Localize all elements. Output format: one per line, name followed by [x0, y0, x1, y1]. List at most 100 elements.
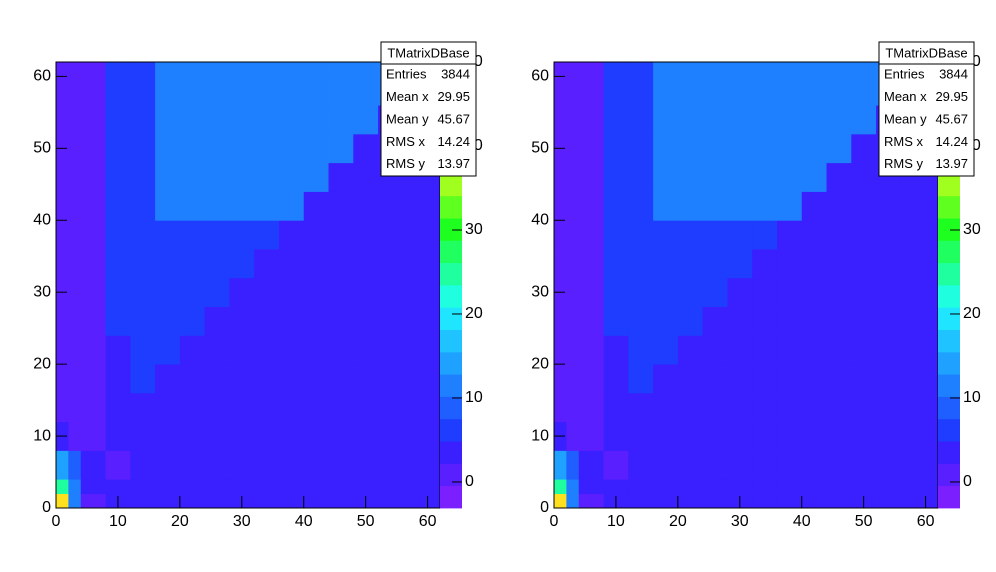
heat-cell	[727, 62, 753, 77]
color-band	[440, 307, 462, 330]
heat-cell	[578, 335, 604, 365]
heat-cell	[925, 392, 939, 423]
heat-cell	[254, 105, 280, 135]
heat-cell	[179, 306, 206, 336]
heat-cell	[278, 335, 305, 365]
heat-cell	[155, 421, 181, 451]
heat-cell	[677, 249, 704, 279]
heat-cell	[826, 421, 852, 451]
heat-cell	[328, 493, 354, 509]
heat-cell	[378, 493, 404, 509]
stats-value: 14.24	[437, 134, 470, 149]
stats-label: Mean y	[884, 111, 927, 126]
heat-cell	[702, 450, 728, 480]
stats-value: 14.24	[935, 134, 968, 149]
heat-cell	[179, 162, 206, 192]
heat-cell	[328, 335, 354, 365]
heat-cell	[727, 421, 753, 451]
heat-cell	[229, 421, 255, 451]
heat-cell	[578, 450, 604, 480]
heat-cell	[851, 133, 877, 164]
heat-cell	[554, 105, 567, 135]
heat-cell	[801, 162, 827, 192]
heat-cell	[801, 76, 827, 106]
heat-cell	[204, 249, 230, 279]
heat-cell	[628, 493, 654, 509]
heat-cell	[628, 191, 654, 221]
y-tick-label: 60	[531, 68, 549, 85]
heat-cell	[603, 306, 629, 336]
heat-cell	[677, 364, 704, 394]
heat-cell	[303, 450, 329, 480]
heat-cell	[353, 450, 379, 480]
heat-cell	[628, 479, 654, 495]
color-band	[938, 240, 960, 264]
heat-cell	[578, 191, 604, 221]
heat-cell	[303, 162, 329, 192]
heat-cell	[303, 335, 329, 365]
y-tick-label: 30	[531, 283, 549, 300]
stats-label: RMS y	[386, 156, 426, 171]
heat-cell	[653, 220, 679, 250]
stats-label: RMS y	[884, 156, 924, 171]
heat-cell	[876, 191, 902, 221]
heat-cell	[179, 450, 206, 480]
heat-cell	[752, 364, 778, 394]
heat-cell	[278, 392, 305, 423]
x-tick-label: 50	[855, 513, 873, 530]
heat-cell	[204, 364, 230, 394]
heat-cell	[303, 364, 329, 394]
heat-cell	[80, 479, 106, 495]
color-band	[440, 240, 462, 264]
heat-cell	[566, 76, 580, 106]
heat-cell	[179, 191, 206, 221]
heat-cell	[925, 191, 939, 221]
heat-cell	[628, 364, 654, 394]
heat-cell	[328, 421, 354, 451]
heat-cell	[254, 392, 280, 423]
heat-cell	[727, 479, 753, 495]
heat-cell	[130, 62, 156, 77]
heat-cell	[727, 162, 753, 192]
heat-cell	[105, 392, 131, 423]
heat-cell	[900, 277, 927, 307]
heat-cell	[653, 133, 679, 164]
heat-cell	[155, 76, 181, 106]
heat-cell	[752, 493, 778, 509]
heat-cell	[303, 133, 329, 164]
heat-cell	[56, 479, 69, 495]
heat-cell	[427, 421, 441, 451]
heat-cell	[653, 277, 679, 307]
heat-cell	[229, 335, 255, 365]
heat-cell	[578, 306, 604, 336]
heat-cell	[155, 493, 181, 509]
heat-cell	[776, 493, 803, 509]
heat-cell	[554, 335, 567, 365]
heat-cell	[68, 277, 82, 307]
heat-cell	[353, 76, 379, 106]
heat-cell	[801, 249, 827, 279]
heat-cell	[80, 493, 106, 509]
heat-cell	[105, 105, 131, 135]
heat-cell	[402, 421, 429, 451]
heat-cell	[801, 191, 827, 221]
heat-cell	[876, 335, 902, 365]
stats-value: 3844	[939, 67, 968, 82]
heat-cell	[566, 306, 580, 336]
heat-cell	[229, 306, 255, 336]
heat-cell	[229, 479, 255, 495]
z-tick-label: 10	[465, 389, 483, 406]
heat-cell	[328, 479, 354, 495]
heat-cell	[628, 421, 654, 451]
x-tick-label: 60	[917, 513, 935, 530]
heat-cell	[179, 105, 206, 135]
heat-cell	[204, 392, 230, 423]
heat-cell	[554, 479, 567, 495]
heat-cell	[900, 392, 927, 423]
heat-cell	[925, 364, 939, 394]
heat-cell	[653, 479, 679, 495]
heat-cell	[427, 191, 441, 221]
heat-cell	[603, 479, 629, 495]
heat-cell	[554, 76, 567, 106]
heat-cell	[105, 62, 131, 77]
